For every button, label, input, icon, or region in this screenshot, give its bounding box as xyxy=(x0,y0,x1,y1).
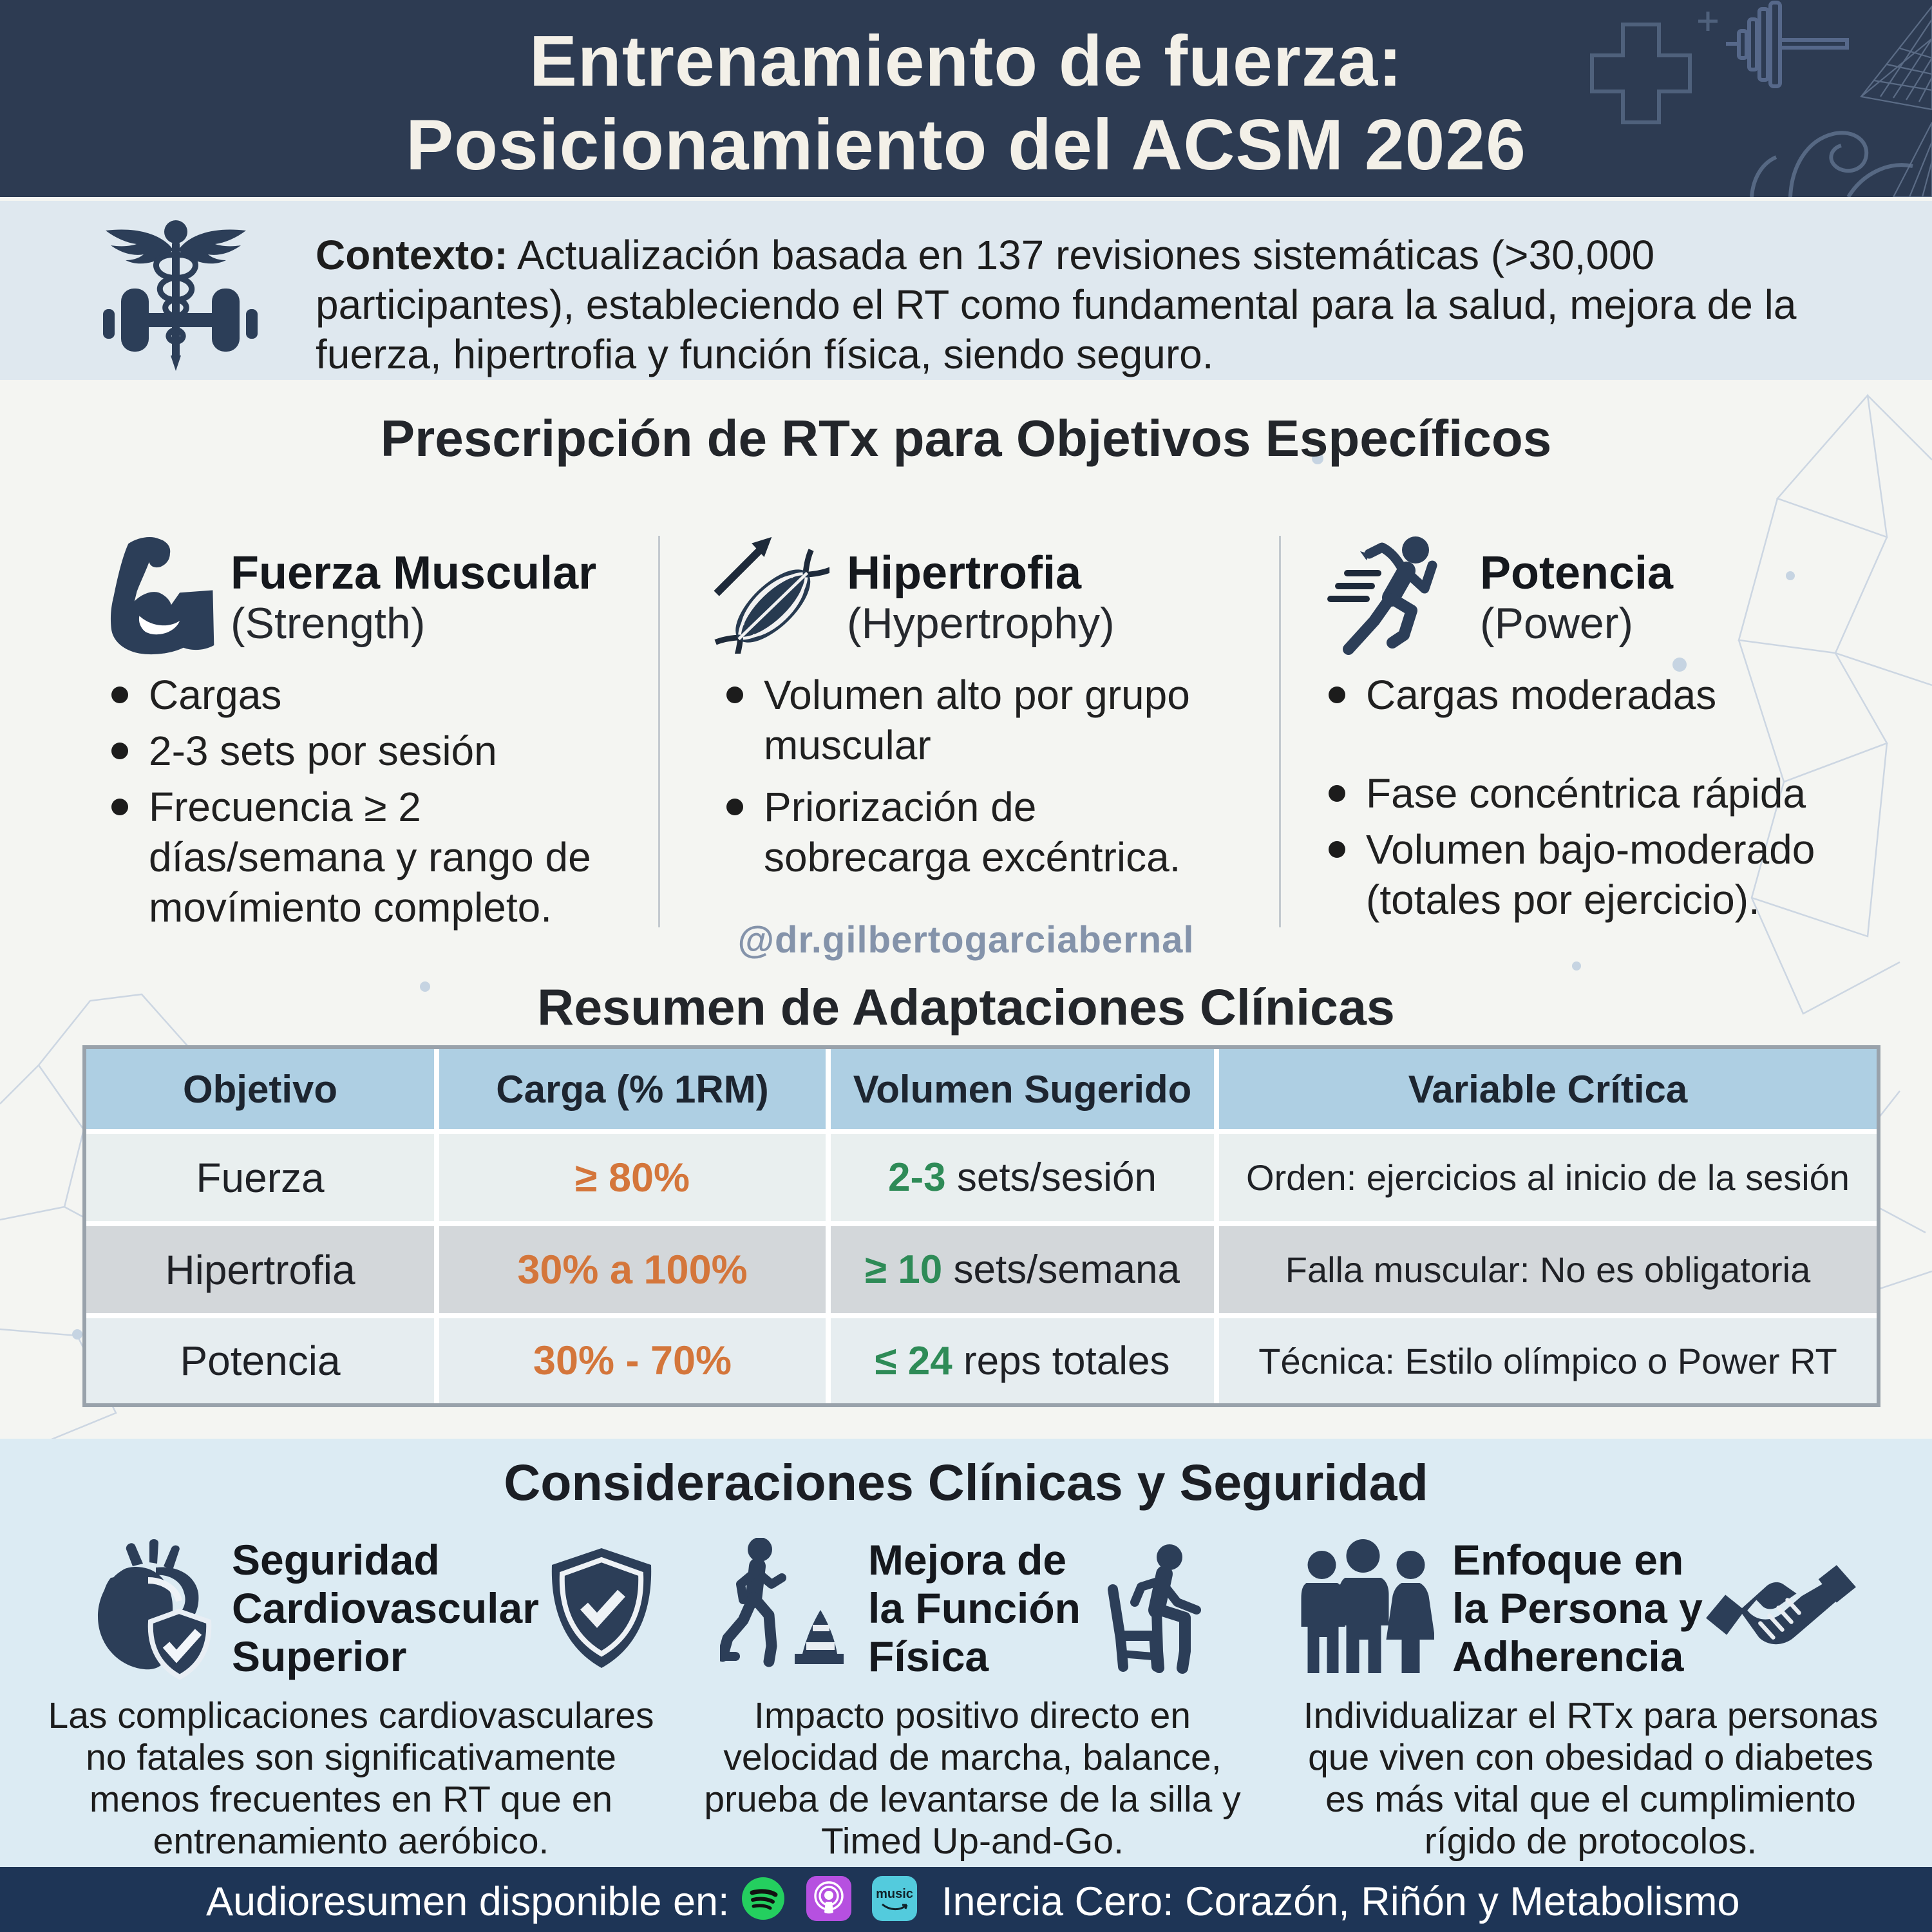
svg-text:music: music xyxy=(876,1887,913,1901)
